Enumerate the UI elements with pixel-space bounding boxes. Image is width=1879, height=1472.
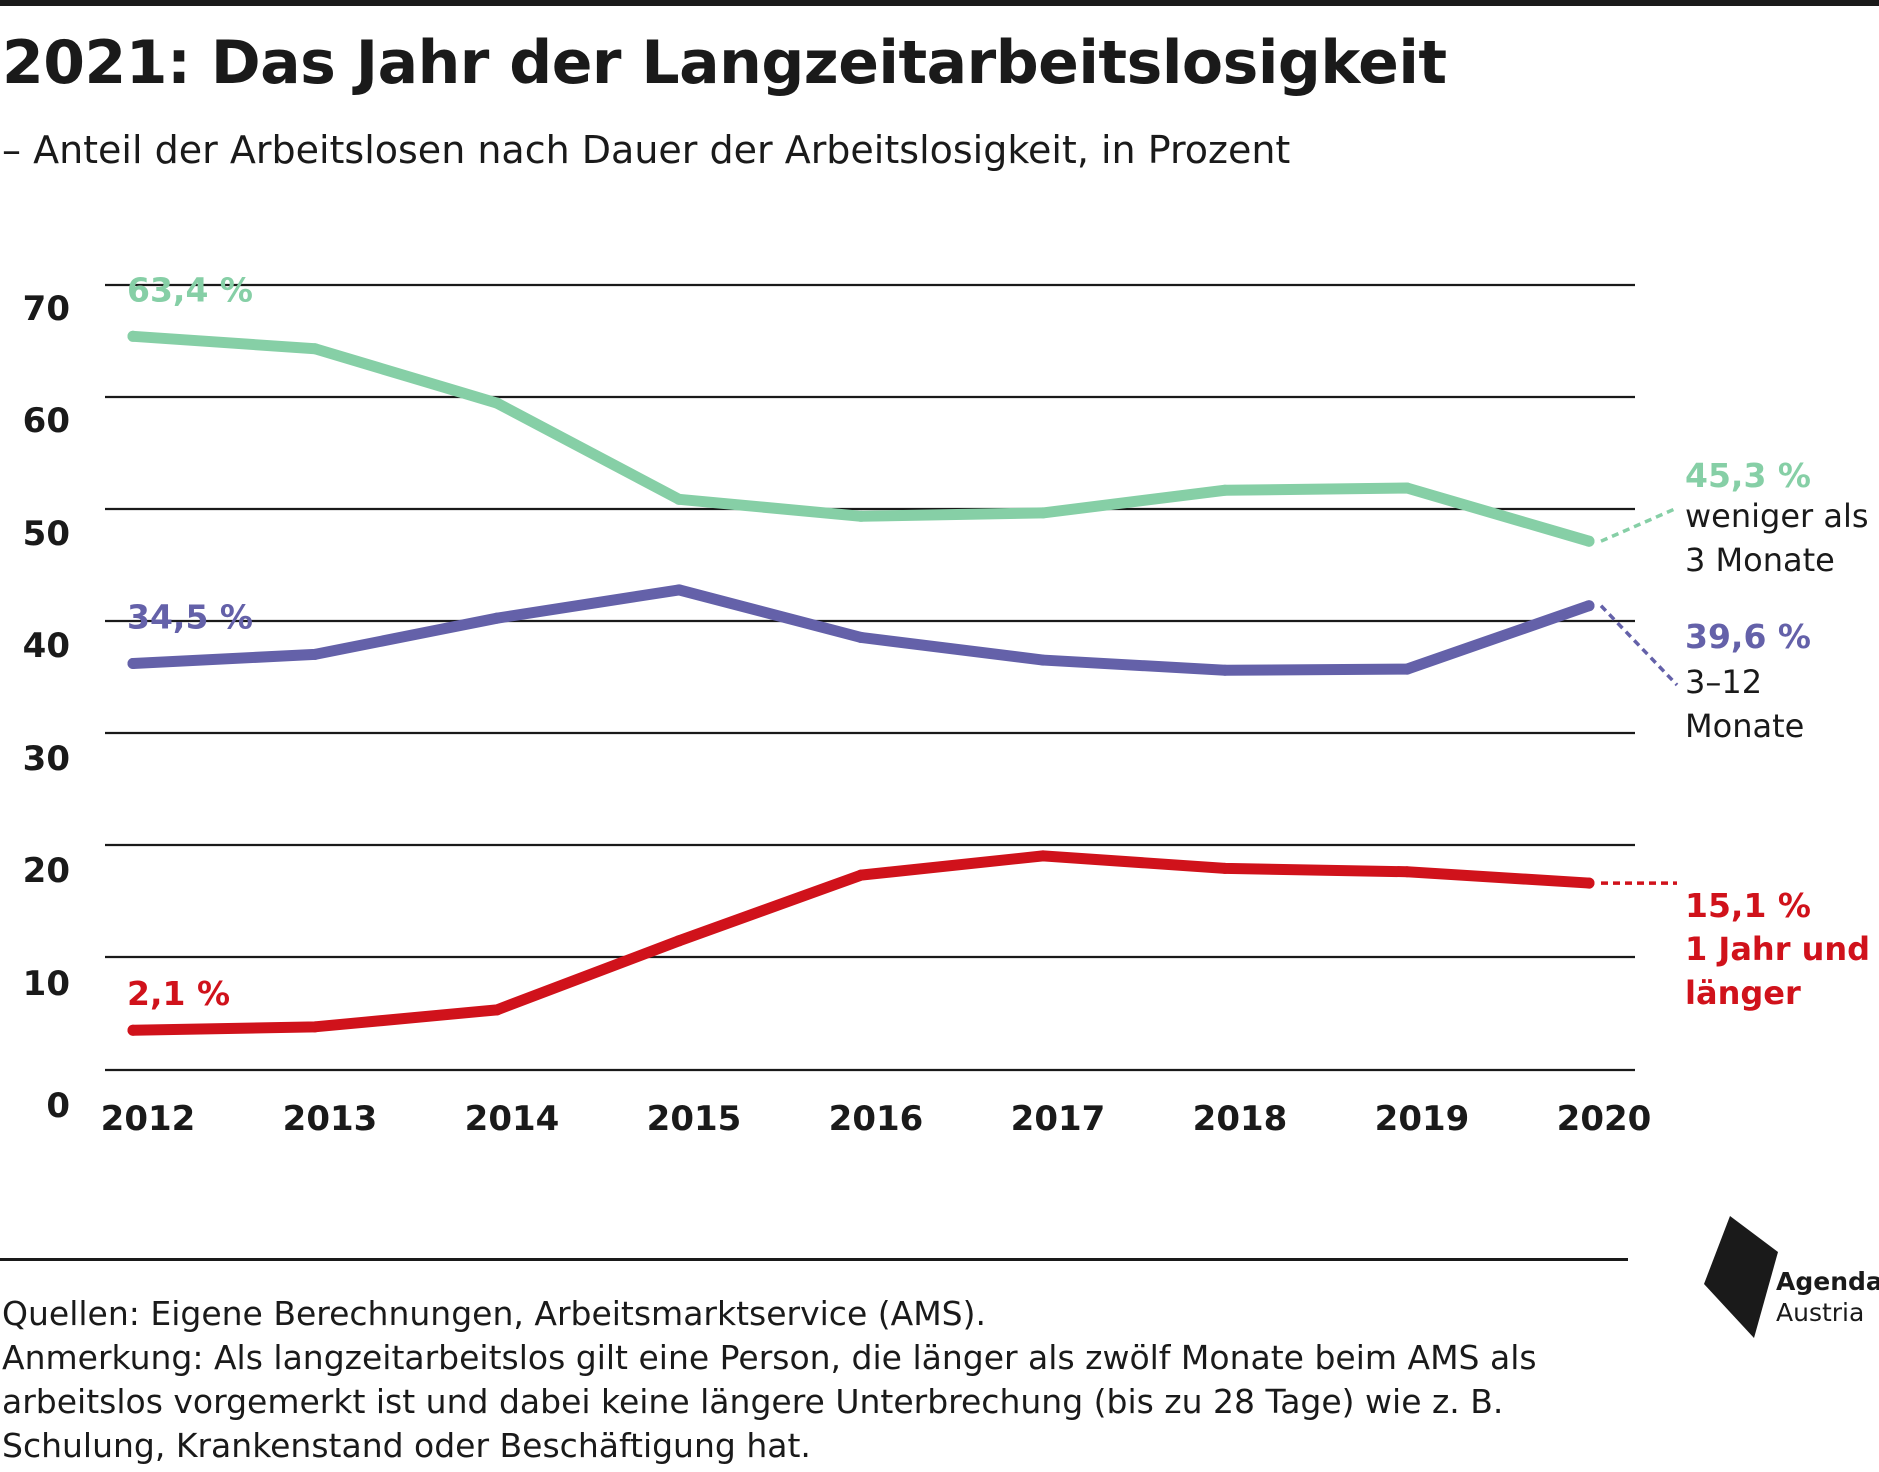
data-point-1-jahr-und-länger-2020 [1583,877,1595,889]
series-name-weniger-als-3-monate-line-2: 3 Monate [1685,541,1835,579]
y-tick-label-10: 10 [23,964,70,1004]
x-tick-label-2016: 2016 [829,1099,924,1139]
data-point-weniger-als-3-monate-2012 [127,330,139,342]
series-name-1-jahr-und-länger-line-2: länger [1685,974,1801,1012]
data-point-1-jahr-und-länger-2015 [673,935,685,947]
data-point-3-12-monate-2018 [1219,664,1231,676]
logo-name: Agenda [1776,1267,1879,1296]
data-point-3-12-monate-2014 [491,612,503,624]
note-line-3: Schulung, Krankenstand oder Beschäftigun… [2,1426,811,1465]
data-point-weniger-als-3-monate-2014 [491,397,503,409]
data-point-3-12-monate-2017 [1037,654,1049,666]
footer: Quellen: Eigene Berechnungen, Arbeitsmar… [2,1292,1642,1468]
data-point-weniger-als-3-monate-2015 [673,493,685,505]
x-tick-label-2020: 2020 [1557,1099,1652,1139]
data-point-1-jahr-und-länger-2016 [855,869,867,881]
series-line-1-jahr-und-länger [127,850,1595,1036]
x-tick-label-2013: 2013 [283,1099,378,1139]
y-tick-label-20: 20 [23,851,70,891]
data-point-weniger-als-3-monate-2016 [855,510,867,522]
series-name-3-12-monate-line-1: 3–12 [1685,663,1762,701]
data-point-3-12-monate-2020 [1583,600,1595,612]
data-point-3-12-monate-2015 [673,584,685,596]
note-line-1: Anmerkung: Als langzeitarbeitslos gilt e… [2,1338,1537,1377]
end-connector-3-12-monate [1599,604,1679,687]
x-tick-label-2015: 2015 [647,1099,742,1139]
data-point-weniger-als-3-monate-2020 [1583,535,1595,547]
data-point-3-12-monate-2016 [855,631,867,643]
chart-title: 2021: Das Jahr der Langzeitarbeitslosigk… [2,28,1447,98]
sources-text: Quellen: Eigene Berechnungen, Arbeitsmar… [2,1294,986,1333]
data-point-1-jahr-und-länger-2014 [491,1004,503,1016]
data-point-3-12-monate-2019 [1401,663,1413,675]
series-line-weniger-als-3-monate [127,330,1595,547]
y-tick-label-0: 0 [46,1086,70,1126]
data-point-1-jahr-und-länger-2017 [1037,850,1049,862]
agenda-austria-logo-icon [1704,1216,1778,1338]
line-chart: 70 60 50 40 30 20 10 0 2012 2013 2014 2015 2016 2017 2… [23,270,1870,1139]
top-rule [0,0,1879,6]
note-line-2: arbeitslos vorgemerkt ist und dabei kein… [2,1382,1504,1421]
data-point-1-jahr-und-länger-2019 [1401,866,1413,878]
data-point-1-jahr-und-länger-2018 [1219,862,1231,874]
series-name-1-jahr-und-länger-line-1: 1 Jahr und [1685,930,1870,968]
start-label-1-jahr-und-länger: 2,1 % [127,974,230,1013]
y-tick-label-50: 50 [23,514,70,554]
data-point-1-jahr-und-länger-2013 [309,1021,321,1033]
end-connector-weniger-als-3-monate [1600,506,1678,543]
x-tick-label-2018: 2018 [1193,1099,1288,1139]
end-label-1-jahr-und-länger: 15,1 % [1685,886,1811,925]
x-tick-label-2012: 2012 [101,1099,196,1139]
series-name-3-12-monate-line-2: Monate [1685,707,1804,745]
data-point-3-12-monate-2012 [127,657,139,669]
y-tick-label-40: 40 [23,626,70,666]
footer-rule [0,1258,1628,1261]
data-point-weniger-als-3-monate-2019 [1401,482,1413,494]
data-point-1-jahr-und-länger-2012 [127,1024,139,1036]
series-line-3-12-monate [127,584,1595,676]
x-tick-label-2014: 2014 [465,1099,560,1139]
y-tick-label-30: 30 [23,739,70,779]
start-label-3-12-monate: 34,5 % [127,597,253,636]
start-label-weniger-als-3-monate: 63,4 % [127,270,253,309]
y-tick-label-60: 60 [23,401,70,441]
series-name-weniger-als-3-monate-line-1: weniger als [1685,497,1869,535]
logo-sub: Austria [1776,1298,1865,1327]
x-tick-label-2019: 2019 [1375,1099,1470,1139]
y-tick-label-70: 70 [23,289,70,329]
end-label-3-12-monate: 39,6 % [1685,617,1811,656]
x-tick-label-2017: 2017 [1011,1099,1106,1139]
data-point-3-12-monate-2013 [309,648,321,660]
chart-subtitle: – Anteil der Arbeitslosen nach Dauer der… [2,128,1291,172]
end-label-weniger-als-3-monate: 45,3 % [1685,456,1811,495]
data-point-weniger-als-3-monate-2017 [1037,507,1049,519]
data-point-weniger-als-3-monate-2018 [1219,484,1231,496]
data-point-weniger-als-3-monate-2013 [309,343,321,355]
